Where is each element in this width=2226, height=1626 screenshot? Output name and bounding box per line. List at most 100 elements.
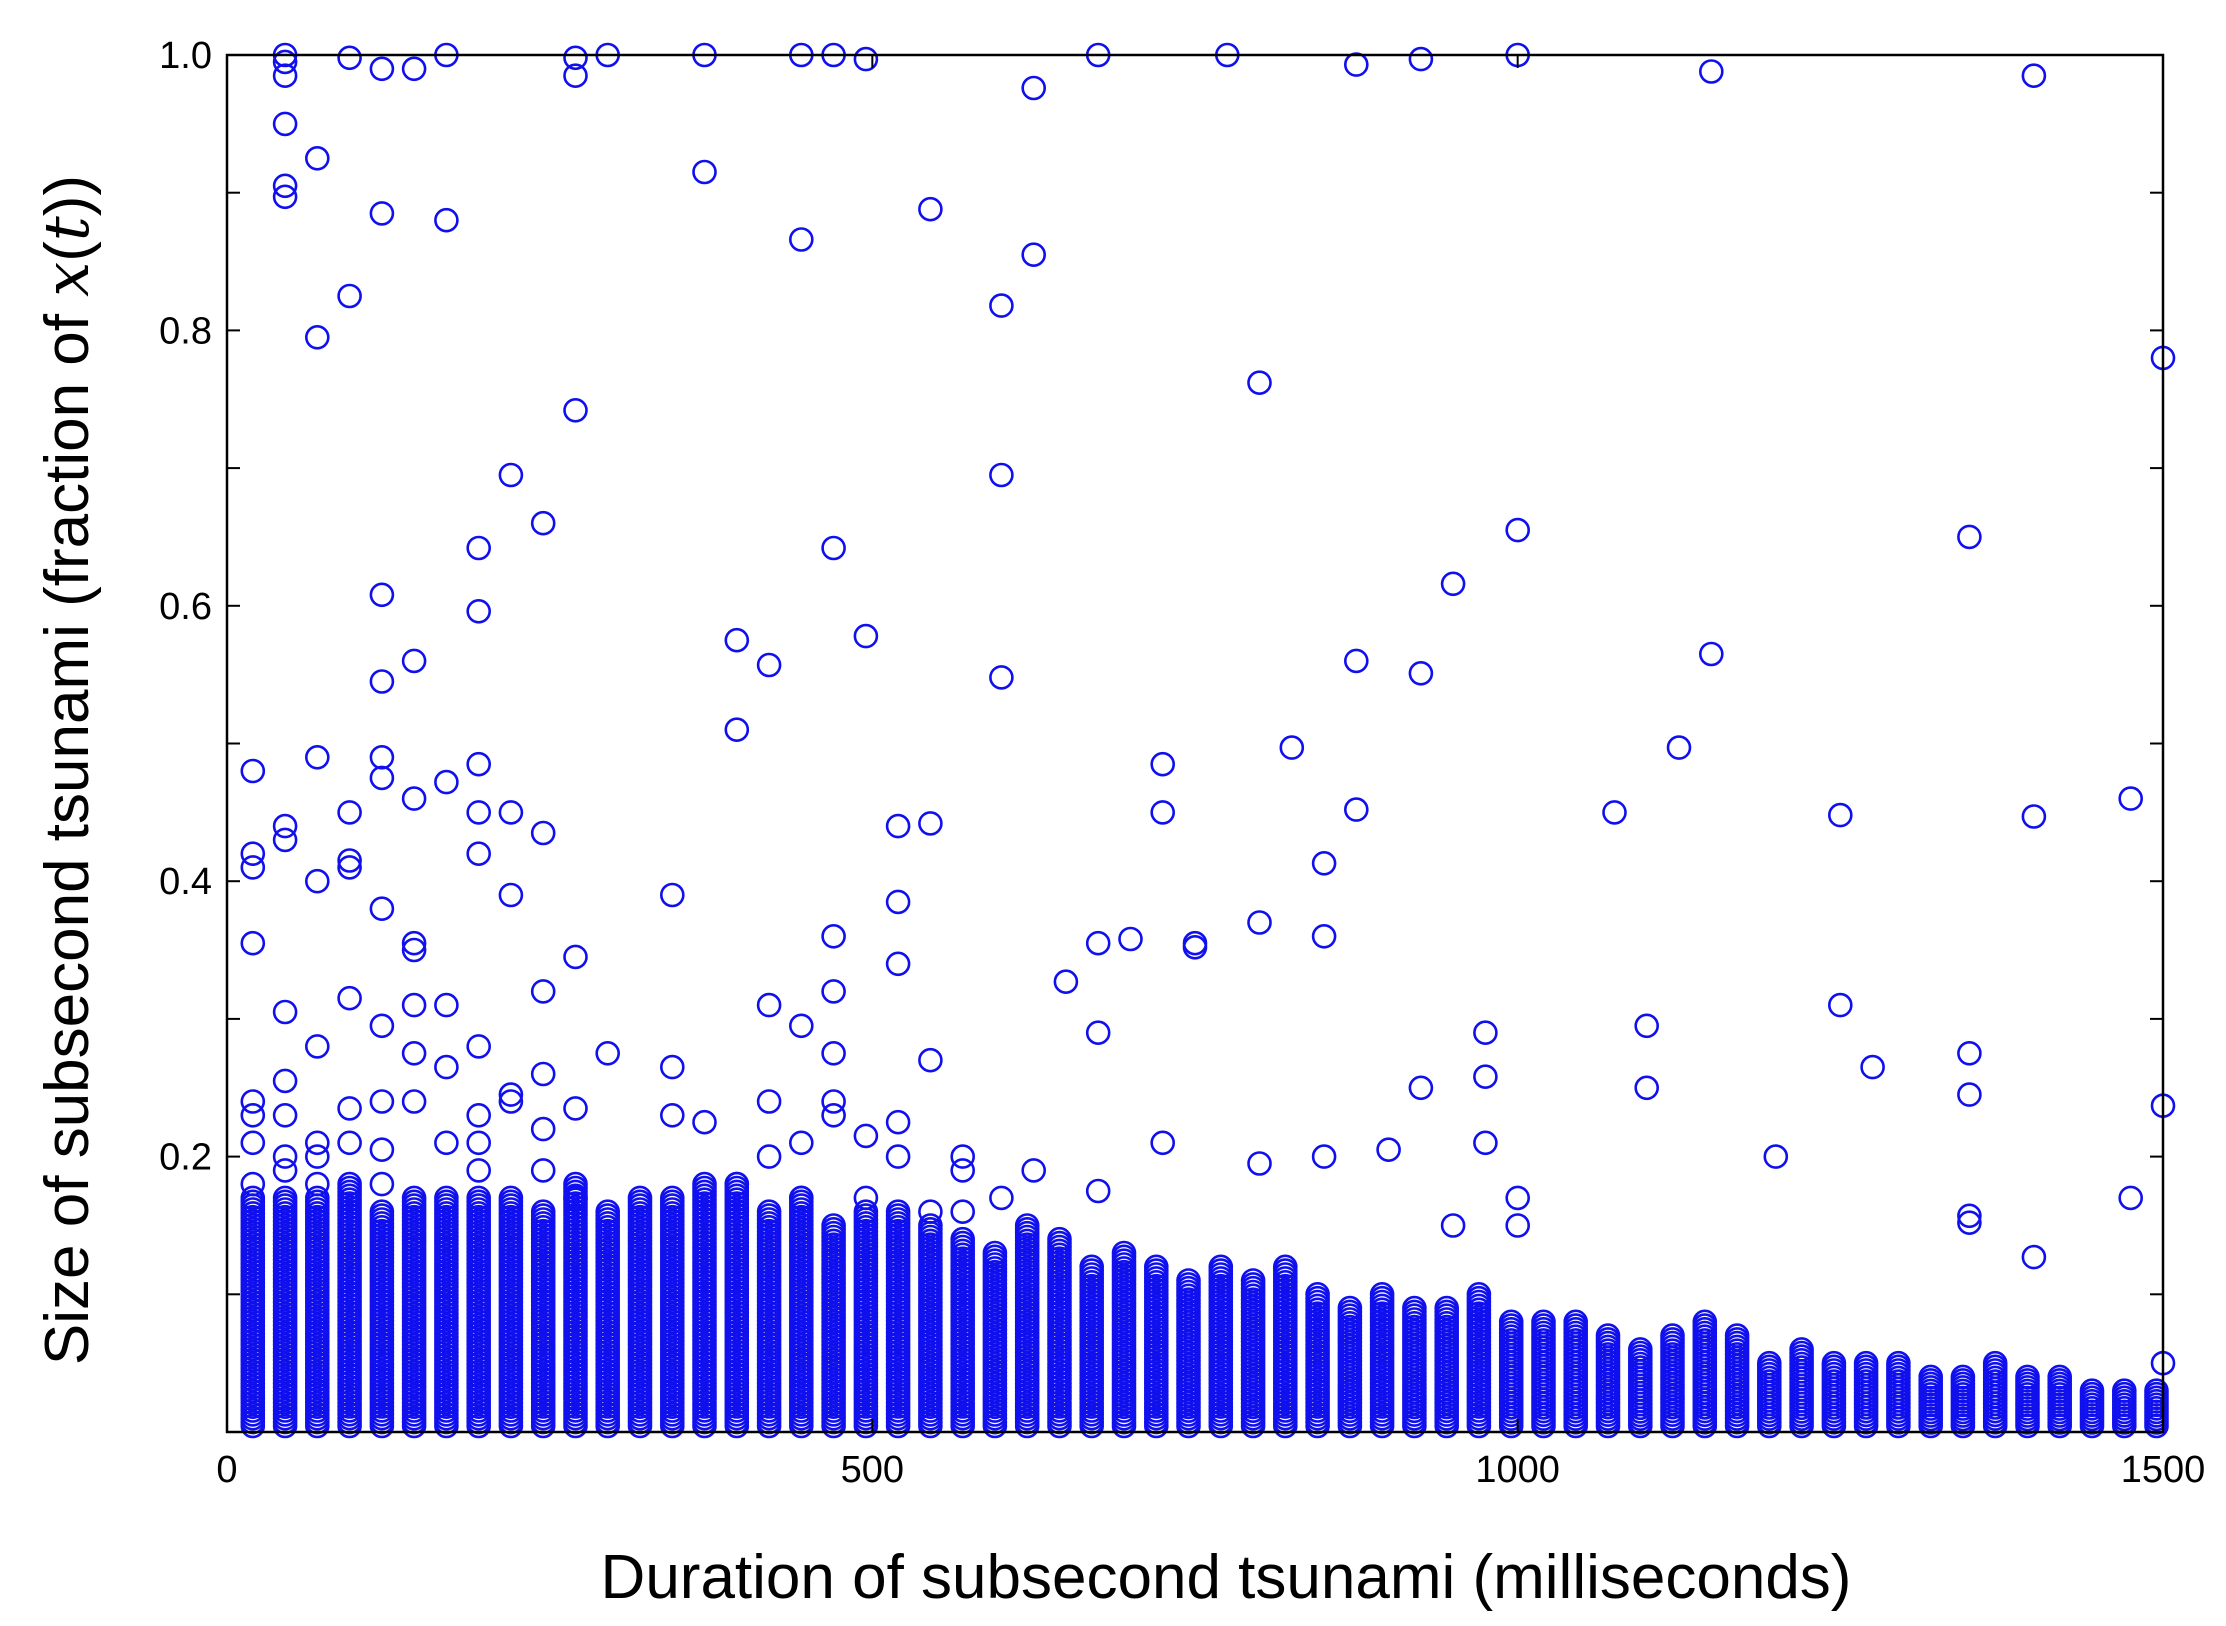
scatter-point: [918, 811, 943, 836]
scatter-point: [1634, 1075, 1659, 1101]
scatter-point: [1150, 1130, 1175, 1156]
scatter-point: [1505, 517, 1530, 543]
dense-point: [272, 1185, 298, 1211]
scatter-point: [1085, 1178, 1111, 1204]
scatter-point: [989, 665, 1014, 690]
scatter-point: [240, 1089, 266, 1114]
dense-point: [1789, 1337, 1814, 1362]
scatter-point: [853, 623, 879, 649]
scatter-point: [337, 283, 362, 309]
scatter-point: [272, 184, 298, 210]
scatter-point: [1473, 1064, 1498, 1089]
scatter-point: [498, 1089, 524, 1114]
scatter-point: [1053, 969, 1079, 995]
scatter-point: [1957, 1203, 1982, 1229]
scatter-point: [1666, 735, 1692, 760]
scatter-point: [1021, 75, 1046, 101]
scatter-point: [821, 1089, 846, 1114]
scatter-point: [272, 111, 298, 137]
tick-labels: 0 500 1000 1500 0.2 0.4 0.6 0.8 1.0: [159, 35, 2205, 1491]
scatter-point: [240, 855, 266, 880]
scatter-point: [272, 813, 298, 839]
scatter-point: [337, 855, 362, 880]
scatter-point: [1699, 59, 1724, 84]
scatter-point: [821, 535, 846, 561]
scatter-point: [272, 999, 298, 1025]
scatter-point: [530, 820, 556, 846]
scatter-point: [401, 56, 427, 82]
scatter-point: [304, 1144, 330, 1169]
scatter-point: [756, 992, 782, 1018]
scatter-point: [466, 841, 492, 867]
scatter-point: [1279, 735, 1305, 760]
scatter-point: [989, 462, 1014, 488]
scatter-point: [498, 1082, 524, 1107]
dense-point: [1014, 1213, 1040, 1238]
scatter-point: [1247, 910, 1272, 935]
dense-point-band: [240, 1171, 2169, 1439]
scatter-point: [853, 1123, 879, 1149]
scatter-point: [369, 1137, 395, 1162]
dense-point: [853, 1199, 879, 1224]
scatter-point: [240, 1130, 266, 1156]
scatter-point: [498, 462, 524, 488]
scatter-point: [563, 1096, 588, 1121]
scatter-point: [1408, 46, 1434, 72]
scatter-point: [1860, 1054, 1885, 1080]
scatter-point: [724, 717, 750, 743]
y-axis-title-arg: t: [30, 216, 103, 241]
scatter-point: [369, 669, 395, 694]
scatter-point: [821, 1103, 846, 1128]
x-tick-label: 1500: [2121, 1449, 2206, 1491]
scatter-point: [1473, 1130, 1498, 1156]
scatter-point: [756, 1144, 782, 1169]
scatter-point: [337, 848, 362, 873]
y-axis-title-close: )): [33, 175, 102, 216]
scatter-point: [304, 1130, 330, 1156]
dense-point: [1950, 1364, 1976, 1390]
scatter-point: [369, 744, 395, 770]
scatter-point: [401, 930, 427, 956]
scatter-point: [369, 201, 395, 226]
scatter-point: [434, 1054, 459, 1080]
scatter-point: [756, 652, 782, 678]
dense-point: [756, 1199, 782, 1224]
scatter-point: [369, 896, 395, 922]
scatter-point: [1182, 934, 1208, 960]
scatter-point: [1311, 923, 1337, 949]
dense-point: [659, 1185, 685, 1211]
dense-point: [369, 1199, 395, 1224]
scatter-point: [918, 1047, 943, 1073]
dense-point: [1240, 1268, 1266, 1293]
scatter-point: [369, 56, 395, 82]
scatter-point: [1440, 571, 1466, 597]
scatter-point: [1957, 1082, 1982, 1107]
scatter-point: [950, 1158, 976, 1183]
y-axis-title-text: Size of subsecond tsunami (fraction of: [33, 297, 102, 1365]
dense-point: [466, 1185, 492, 1211]
dense-point: [821, 1213, 846, 1238]
dense-point: [1628, 1337, 1653, 1362]
scatter-point: [659, 882, 685, 908]
dense-point: [1982, 1350, 2008, 1376]
scatter-point: [530, 1158, 556, 1183]
scatter-point: [1376, 1137, 1401, 1162]
scatter-point: [788, 1185, 814, 1211]
dense-point: [595, 1199, 621, 1224]
dense-point: [692, 1171, 717, 1197]
scatter-point: [1699, 641, 1724, 667]
scatter-point: [885, 889, 911, 915]
scatter-point: [1085, 930, 1111, 956]
axis-ticks: [226, 54, 2164, 1432]
scatter-point: [272, 1144, 298, 1169]
dense-point: [1531, 1309, 1556, 1335]
scatter-point: [466, 751, 492, 777]
scatter-point: [272, 827, 298, 853]
scatter-point: [788, 1130, 814, 1156]
scatter-point: [466, 1130, 492, 1156]
scatter-point: [1021, 1158, 1046, 1183]
scatter-point: [498, 882, 524, 908]
scatter-point: [1344, 797, 1369, 822]
scatter-point: [1344, 648, 1369, 674]
